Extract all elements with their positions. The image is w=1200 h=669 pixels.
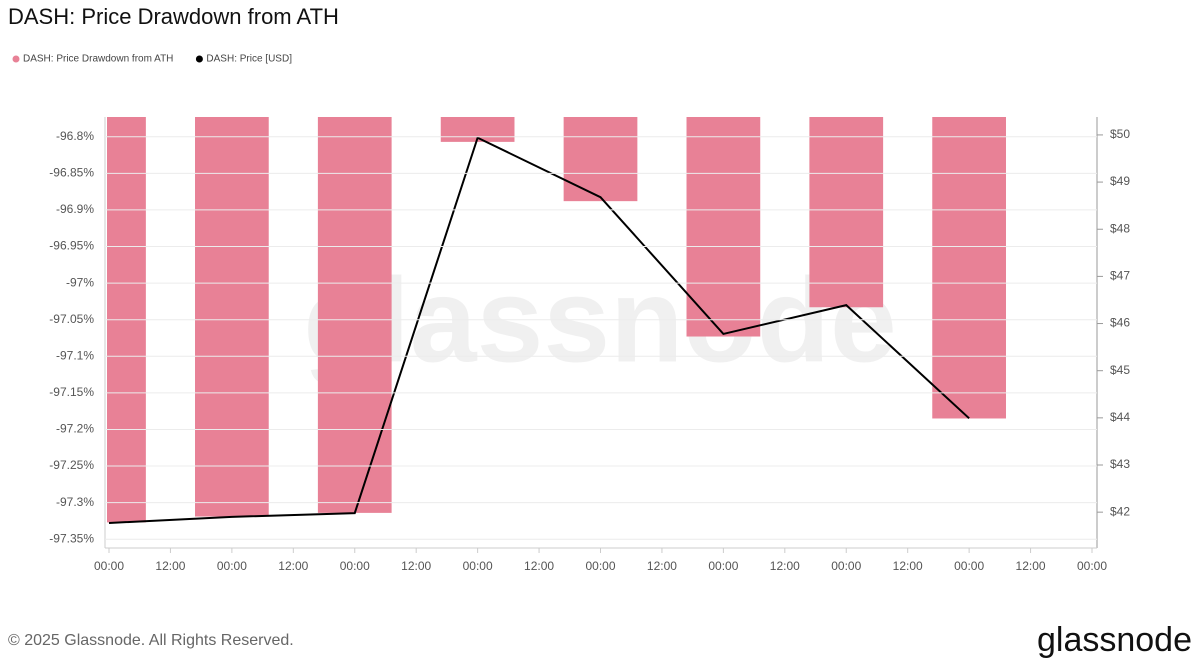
x-tick-label: 12:00 (278, 559, 308, 573)
x-tick-label: 00:00 (585, 559, 615, 573)
y-tick-label: -97.25% (49, 458, 94, 472)
x-tick-label: 12:00 (524, 559, 554, 573)
bar (195, 117, 269, 517)
bar (809, 117, 884, 308)
x-tick-label: 00:00 (340, 559, 370, 573)
logo: glassnode (1037, 621, 1192, 659)
y2-tick-label: $48 (1110, 221, 1130, 235)
y-tick-label: -97.2% (56, 422, 94, 436)
bar (686, 117, 761, 337)
x-tick-label: 12:00 (770, 559, 800, 573)
x-tick-label: 12:00 (155, 559, 185, 573)
bar (563, 117, 638, 202)
footer: © 2025 Glassnode. All Rights Reserved. (8, 632, 294, 649)
y-tick-label: -97.3% (56, 495, 94, 509)
y-tick-label: -96.9% (56, 202, 94, 216)
y2-tick-label: $47 (1110, 269, 1130, 283)
x-tick-label: 00:00 (463, 559, 493, 573)
legend-marker (12, 55, 20, 63)
y-tick-label: -96.8% (56, 129, 94, 143)
y2-tick-label: $49 (1110, 174, 1130, 188)
x-tick-label: 12:00 (1016, 559, 1046, 573)
y2-tick-label: $46 (1110, 316, 1130, 330)
watermark: glassnode (303, 254, 897, 388)
y-tick-label: -96.85% (49, 166, 94, 180)
y2-tick-label: $44 (1110, 410, 1130, 424)
y-tick-label: -97.15% (49, 385, 94, 399)
x-tick-label: 12:00 (647, 559, 677, 573)
y2-tick-label: $42 (1110, 504, 1130, 518)
y-tick-label: -97.05% (49, 312, 94, 326)
x-tick-label: 00:00 (831, 559, 861, 573)
y2-tick-label: $50 (1110, 127, 1130, 141)
y-tick-label: -97.1% (56, 348, 94, 362)
x-tick-label: 00:00 (94, 559, 124, 573)
x-tick-label: 12:00 (401, 559, 431, 573)
bar (932, 117, 1006, 419)
x-tick-label: 12:00 (893, 559, 923, 573)
legend-label: DASH: Price Drawdown from ATH (23, 54, 173, 65)
price-line (108, 136, 970, 525)
y-tick-label: -97% (66, 275, 94, 289)
y2-tick-label: $45 (1110, 363, 1130, 377)
y-tick-label: -97.35% (49, 531, 94, 545)
y2-tick-label: $43 (1110, 457, 1130, 471)
x-tick-label: 00:00 (708, 559, 738, 573)
legend-marker (195, 55, 203, 63)
bar (317, 117, 392, 513)
legend-label: DASH: Price [USD] (206, 54, 292, 65)
chart-title: DASH: Price Drawdown from ATH (8, 4, 339, 29)
x-tick-label: 00:00 (217, 559, 247, 573)
y-tick-label: -96.95% (49, 239, 94, 253)
x-tick-label: 00:00 (1077, 559, 1107, 573)
plot-area (107, 117, 1006, 525)
x-tick-label: 00:00 (954, 559, 984, 573)
